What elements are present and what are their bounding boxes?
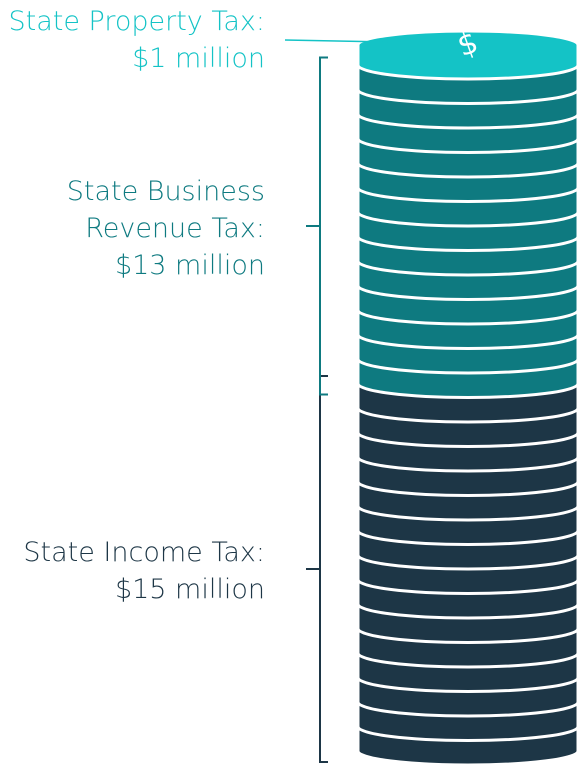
bracket	[319, 375, 328, 763]
series-name: State Business Revenue Tax:	[66, 175, 265, 244]
coin-group: $	[356, 25, 579, 81]
series-label: State Income Tax: $15 million	[0, 534, 265, 608]
bracket	[319, 56, 328, 396]
series-name: State Income Tax:	[23, 537, 265, 568]
leader-line	[284, 39, 391, 43]
value-label: $1 million	[132, 43, 265, 74]
coin-group	[356, 54, 579, 399]
value-label: $15 million	[114, 574, 265, 605]
value-label: $13 million	[114, 249, 265, 281]
coin	[356, 29, 579, 81]
coin-group	[356, 372, 579, 767]
series-name: State Property Tax:	[8, 6, 265, 37]
series-label: State Business Revenue Tax: $13 million	[55, 173, 265, 284]
series-label: State Property Tax: $1 million	[0, 3, 265, 77]
